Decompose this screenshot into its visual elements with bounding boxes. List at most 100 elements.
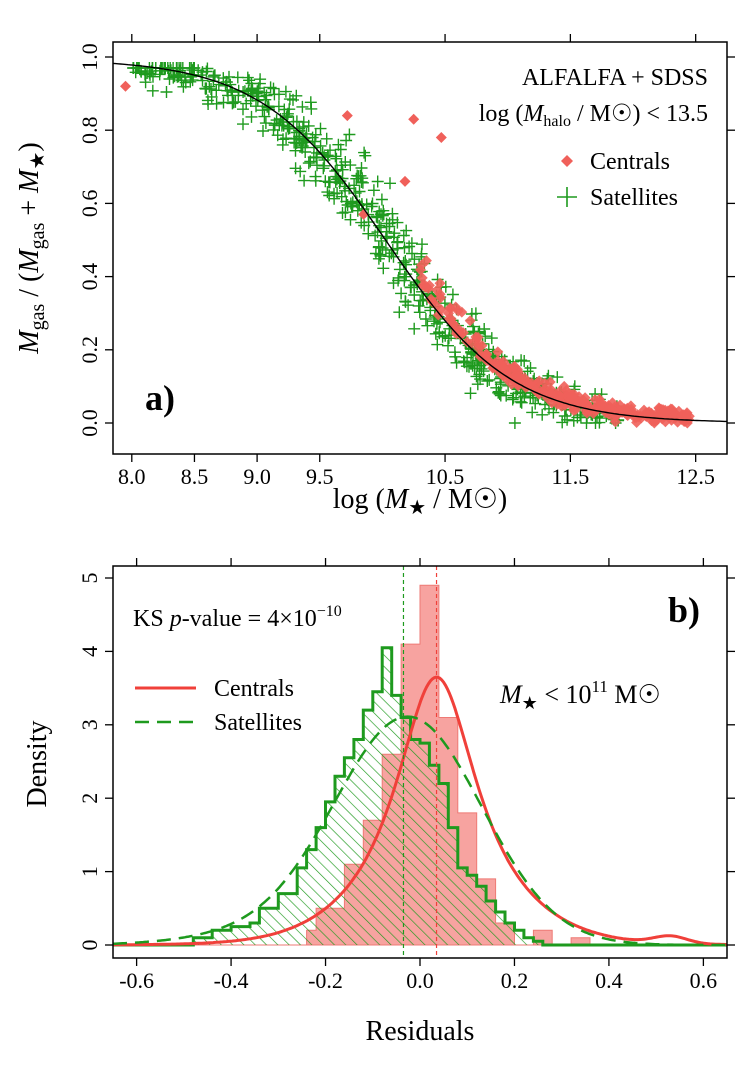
central-point xyxy=(563,388,575,400)
central-point xyxy=(548,391,560,403)
satellite-point xyxy=(186,74,199,87)
satellite-point xyxy=(561,413,574,426)
satellite-point xyxy=(297,116,310,129)
satellite-point xyxy=(250,100,262,113)
satellite-point xyxy=(375,234,388,247)
satellite-point xyxy=(212,78,225,91)
satellite-point xyxy=(377,262,390,275)
panel-b: -0.6 -0.4 -0.2 0.0 0.2 0.4 0.6 0 1 2 3 4 5 b) KS p-v… xyxy=(22,558,735,1047)
satellite-point xyxy=(260,89,273,102)
satellite-point xyxy=(359,149,372,162)
central-point xyxy=(399,175,411,187)
legend-label-satellites-b: Satellites xyxy=(214,710,302,736)
satellite-point xyxy=(350,172,363,185)
x-tick-label-b: -0.4 xyxy=(214,968,249,993)
satellite-point xyxy=(296,100,309,113)
satellite-point xyxy=(460,360,473,373)
central-point xyxy=(432,309,444,321)
central-point xyxy=(419,281,431,293)
satellite-point xyxy=(245,77,258,90)
central-point xyxy=(416,272,428,284)
y-tick-label-b: 0 xyxy=(77,940,102,951)
y-tick-label-b: 2 xyxy=(77,793,102,804)
satellite-point xyxy=(208,69,221,82)
satellite-point xyxy=(270,114,283,127)
satellite-point xyxy=(237,103,249,116)
satellite-point xyxy=(341,199,354,211)
y-tick-label-b: 5 xyxy=(77,573,102,584)
x-tick-label-b: 0.2 xyxy=(501,968,529,993)
satellite-point xyxy=(492,385,505,398)
central-point xyxy=(544,376,556,388)
centrals-density-curve xyxy=(113,675,727,947)
satellite-point xyxy=(470,370,483,383)
x-axis-label-b: Residuals xyxy=(366,1016,475,1047)
central-point xyxy=(492,346,504,358)
central-point xyxy=(530,384,542,396)
satellite-point xyxy=(276,138,289,151)
satellite-point xyxy=(231,71,244,84)
satellite-point xyxy=(335,190,348,203)
satellite-point xyxy=(371,175,384,188)
ks-test-annotation: KS p-value = 4×10−10 xyxy=(133,603,342,632)
satellite-point xyxy=(419,313,432,325)
satellite-point xyxy=(319,175,332,188)
satellite-point xyxy=(518,355,531,367)
x-tick-label-b: 0.4 xyxy=(595,968,623,993)
satellite-point xyxy=(355,162,368,174)
satellite-point xyxy=(281,120,294,133)
x-tick-label-a: 12.5 xyxy=(676,464,715,489)
satellite-point xyxy=(330,152,343,165)
satellite-point xyxy=(383,250,396,263)
satellite-point xyxy=(574,411,587,424)
central-point xyxy=(533,375,545,387)
satellite-point xyxy=(372,241,385,254)
plot-frame-a xyxy=(112,41,728,455)
satellite-point xyxy=(442,339,454,352)
panel-label-a: a) xyxy=(145,378,175,418)
satellite-point xyxy=(391,236,404,249)
mass-cut-annotation: M★ < 1011 M☉ xyxy=(499,677,661,713)
satellite-point xyxy=(471,378,484,391)
x-tick-label-b: 0.6 xyxy=(690,968,718,993)
central-point xyxy=(415,259,427,271)
y-tick-label-a: 0.0 xyxy=(77,409,102,437)
satellite-point xyxy=(386,213,399,226)
satellite-point xyxy=(405,237,418,250)
central-point xyxy=(472,331,484,343)
satellite-point xyxy=(221,84,234,97)
legend-b: Centrals Satellites xyxy=(135,676,302,736)
satellite-point xyxy=(556,416,569,429)
satellite-point xyxy=(393,306,406,319)
y-axis-label-b: Density xyxy=(22,720,53,807)
satellite-point xyxy=(449,350,462,363)
x-tick-label-b: -0.2 xyxy=(308,968,343,993)
satellite-point xyxy=(202,98,215,110)
satellite-point xyxy=(353,185,366,198)
legend-label-centrals: Centrals xyxy=(590,149,670,175)
central-point xyxy=(596,399,608,411)
satellite-point xyxy=(375,193,388,206)
satellite-point xyxy=(421,319,434,332)
satellite-point xyxy=(404,281,417,294)
satellite-point xyxy=(366,197,379,210)
central-point xyxy=(491,360,503,372)
satellite-point xyxy=(296,141,309,154)
satellite-point xyxy=(351,204,364,217)
central-point xyxy=(450,301,462,313)
satellite-point xyxy=(507,391,520,404)
satellite-point xyxy=(360,198,373,211)
satellite-point xyxy=(314,122,327,135)
central-point xyxy=(431,284,443,296)
satellite-point xyxy=(302,157,315,170)
panel-a: 8.0 8.5 9.0 9.5 10.5 11.5 12.5 0.0 0.2 0.4 0.6 0.8 1… xyxy=(14,34,735,519)
central-point xyxy=(341,110,353,122)
satellite-point xyxy=(413,306,426,319)
satellite-point xyxy=(468,362,481,375)
satellite-point xyxy=(369,247,382,260)
satellite-point xyxy=(493,388,506,400)
satellite-point xyxy=(508,417,521,429)
satellite-point xyxy=(469,307,482,320)
satellite-point xyxy=(161,62,174,74)
satellite-point xyxy=(377,208,390,221)
